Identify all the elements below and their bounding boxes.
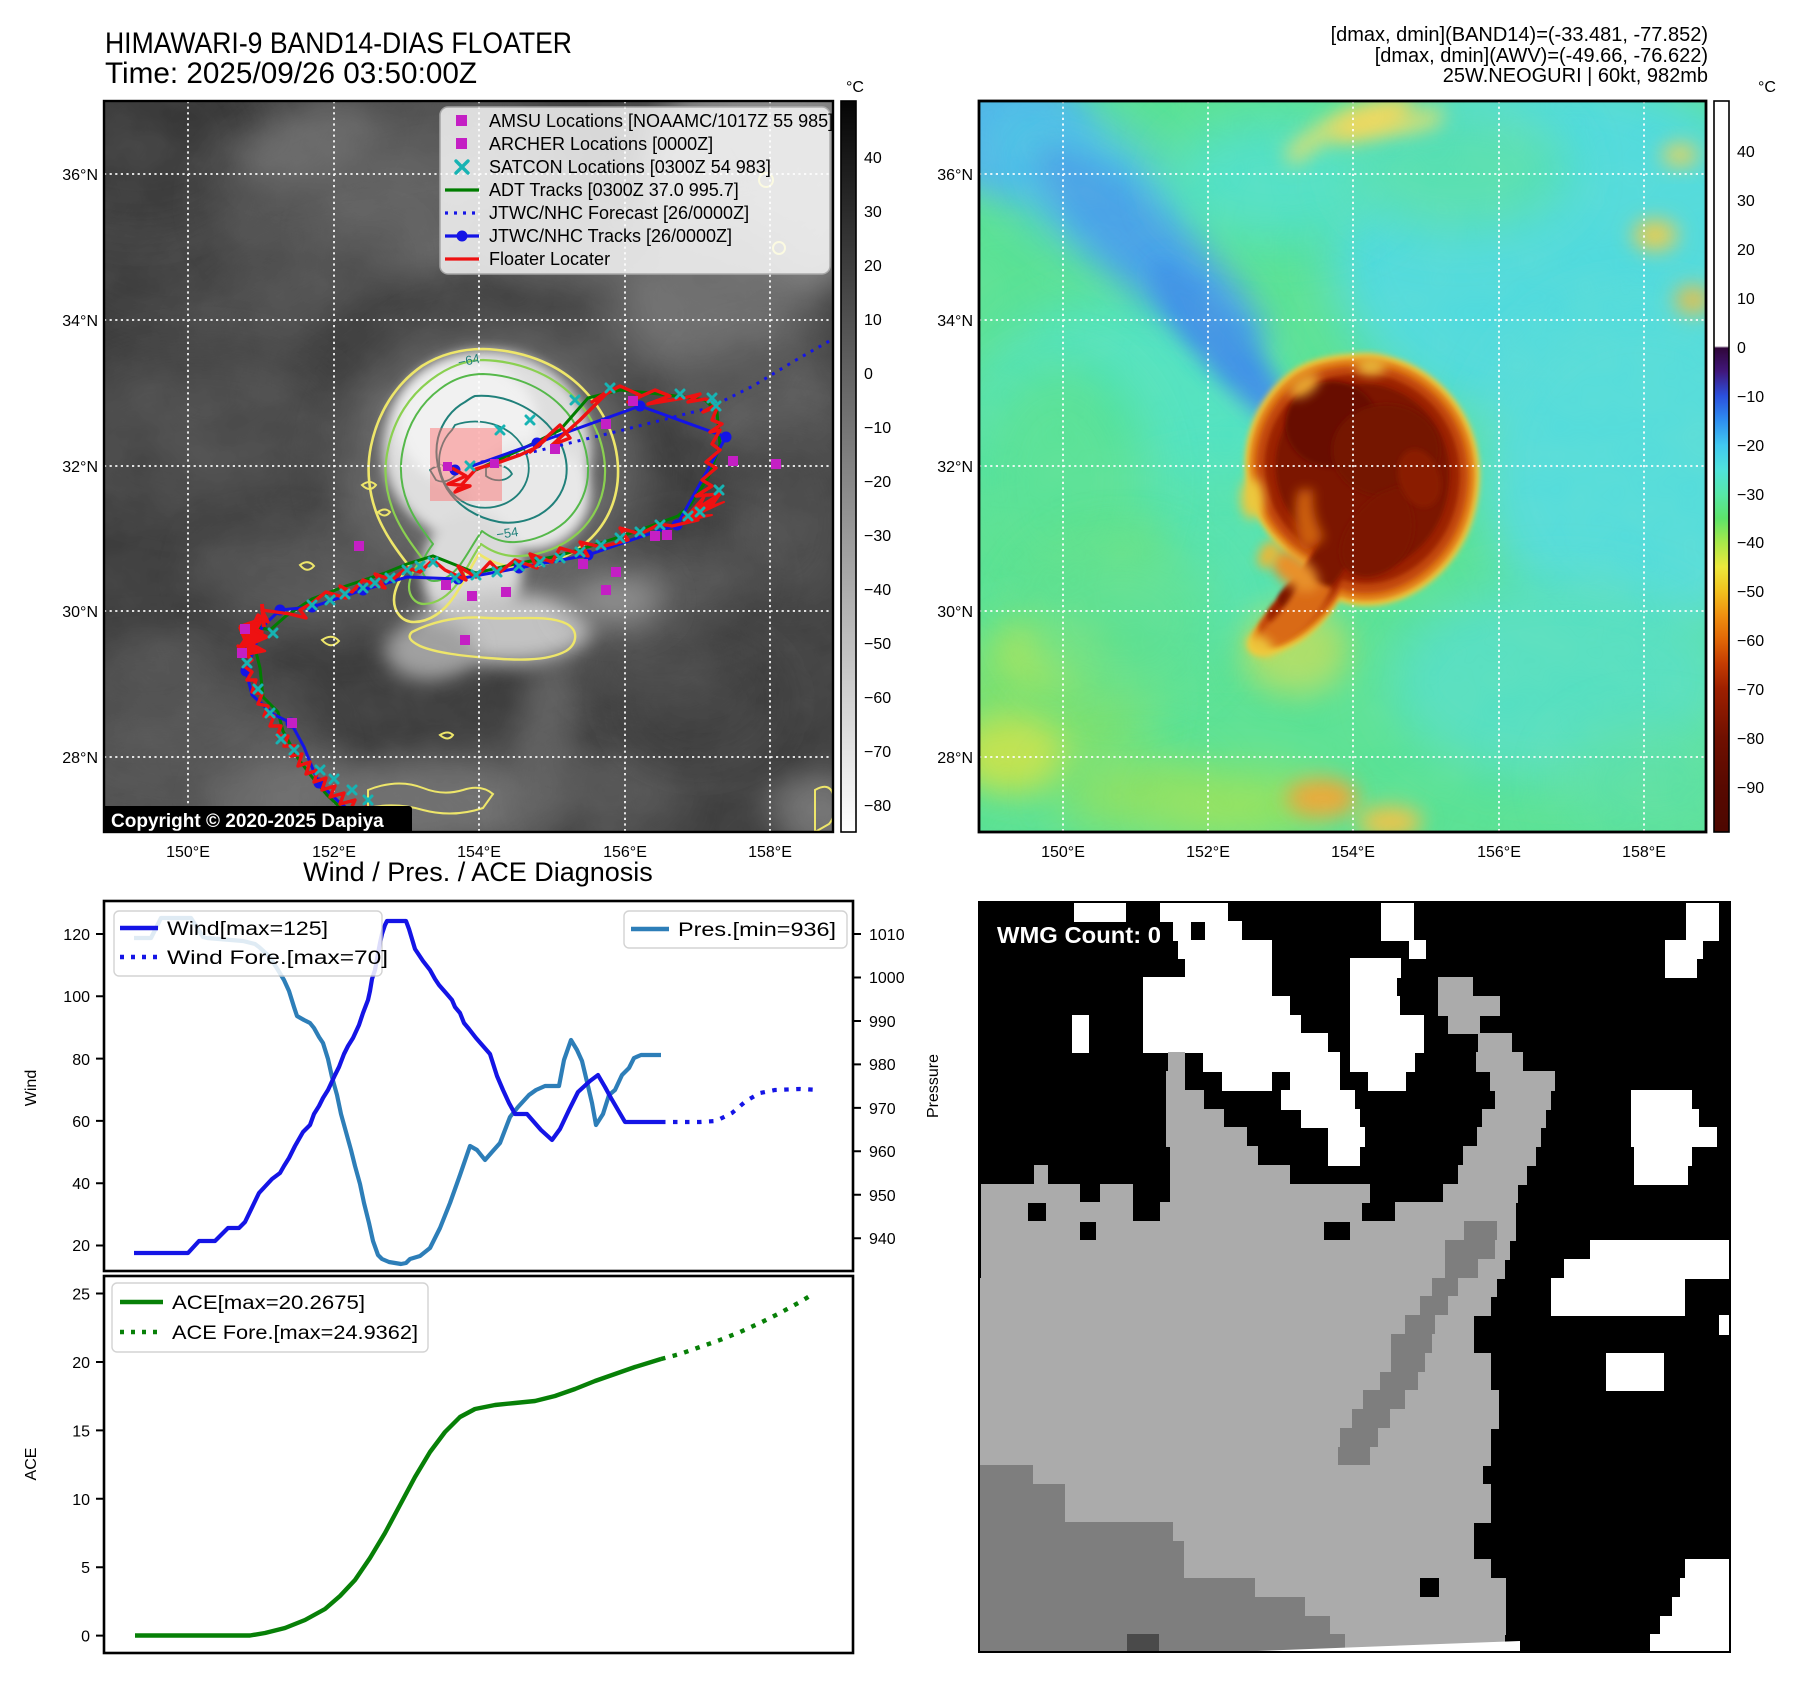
svg-text:1010: 1010: [869, 927, 905, 944]
svg-text:156°E: 156°E: [1477, 844, 1521, 861]
svg-text:15: 15: [72, 1423, 90, 1440]
svg-text:−20: −20: [1737, 438, 1764, 455]
svg-text:[dmax, dmin](AWV)=(-49.66, -76: [dmax, dmin](AWV)=(-49.66, -76.622): [1375, 45, 1708, 67]
svg-text:154°E: 154°E: [1331, 844, 1375, 861]
svg-text:40: 40: [864, 150, 882, 167]
svg-text:−70: −70: [1737, 682, 1764, 699]
svg-text:−90: −90: [1737, 780, 1764, 797]
svg-text:−70: −70: [864, 744, 891, 761]
svg-text:970: 970: [869, 1101, 896, 1118]
svg-text:−20: −20: [864, 474, 891, 491]
svg-text:−50: −50: [864, 636, 891, 653]
svg-text:ADT Tracks [0300Z 37.0 995.7]: ADT Tracks [0300Z 37.0 995.7]: [489, 180, 739, 200]
svg-text:34°N: 34°N: [62, 313, 98, 330]
svg-text:156°E: 156°E: [603, 844, 647, 861]
svg-text:Time: 2025/09/26 03:50:00Z: Time: 2025/09/26 03:50:00Z: [105, 57, 477, 90]
svg-text:°C: °C: [846, 79, 864, 96]
svg-text:10: 10: [72, 1492, 90, 1509]
svg-text:60: 60: [72, 1114, 90, 1131]
svg-text:30: 30: [864, 204, 882, 221]
svg-text:150°E: 150°E: [1041, 844, 1085, 861]
svg-text:34°N: 34°N: [937, 313, 973, 330]
svg-text:80: 80: [72, 1052, 90, 1069]
svg-text:158°E: 158°E: [748, 844, 792, 861]
svg-text:20: 20: [72, 1355, 90, 1372]
svg-text:−80: −80: [864, 798, 891, 815]
svg-text:950: 950: [869, 1188, 896, 1205]
svg-text:ACE[max=20.2675]: ACE[max=20.2675]: [172, 1293, 365, 1314]
svg-text:−80: −80: [1737, 731, 1764, 748]
svg-text:158°E: 158°E: [1622, 844, 1666, 861]
svg-text:−40: −40: [864, 582, 891, 599]
svg-text:Wind: Wind: [23, 1070, 40, 1106]
svg-text:Wind[max=125]: Wind[max=125]: [167, 919, 328, 940]
svg-text:−30: −30: [864, 528, 891, 545]
svg-text:10: 10: [1737, 291, 1755, 308]
svg-text:152°E: 152°E: [1186, 844, 1230, 861]
svg-text:150°E: 150°E: [166, 844, 210, 861]
svg-text:−60: −60: [864, 690, 891, 707]
svg-text:−10: −10: [864, 420, 891, 437]
svg-text:36°N: 36°N: [937, 167, 973, 184]
svg-text:HIMAWARI-9 BAND14-DIAS FLOATER: HIMAWARI-9 BAND14-DIAS FLOATER: [105, 27, 572, 60]
svg-text:−40: −40: [1737, 535, 1764, 552]
svg-text:Wind Fore.[max=70]: Wind Fore.[max=70]: [167, 948, 388, 969]
svg-text:AMSU Locations [NOAAMC/1017Z 5: AMSU Locations [NOAAMC/1017Z 55 985]: [489, 111, 833, 131]
svg-text:−64: −64: [457, 351, 482, 370]
svg-text:ACE Fore.[max=24.9362]: ACE Fore.[max=24.9362]: [172, 1323, 418, 1344]
svg-text:980: 980: [869, 1057, 896, 1074]
svg-text:28°N: 28°N: [937, 750, 973, 767]
svg-text:25W.NEOGURI | 60kt, 982mb: 25W.NEOGURI | 60kt, 982mb: [1443, 65, 1708, 87]
svg-text:−60: −60: [1737, 633, 1764, 650]
svg-text:990: 990: [869, 1014, 896, 1031]
svg-text:SATCON Locations [0300Z 54 983: SATCON Locations [0300Z 54 983]: [489, 157, 771, 177]
svg-text:ARCHER Locations [0000Z]: ARCHER Locations [0000Z]: [489, 134, 713, 154]
svg-text:154°E: 154°E: [457, 844, 501, 861]
svg-text:Floater Locater: Floater Locater: [489, 249, 610, 269]
svg-text:1000: 1000: [869, 970, 905, 987]
svg-text:30°N: 30°N: [937, 604, 973, 621]
svg-text:20: 20: [1737, 242, 1755, 259]
svg-text:100: 100: [63, 989, 90, 1006]
svg-text:20: 20: [72, 1238, 90, 1255]
svg-text:32°N: 32°N: [937, 459, 973, 476]
svg-text:−50: −50: [1737, 584, 1764, 601]
svg-text:10: 10: [864, 312, 882, 329]
svg-text:30°N: 30°N: [62, 604, 98, 621]
svg-text:36°N: 36°N: [62, 167, 98, 184]
svg-text:20: 20: [864, 258, 882, 275]
svg-text:JTWC/NHC Tracks [26/0000Z]: JTWC/NHC Tracks [26/0000Z]: [489, 226, 732, 246]
svg-text:Pres.[min=936]: Pres.[min=936]: [678, 920, 836, 941]
svg-text:Wind / Pres. / ACE Diagnosis: Wind / Pres. / ACE Diagnosis: [303, 857, 653, 887]
svg-text:0: 0: [81, 1629, 90, 1646]
svg-text:32°N: 32°N: [62, 459, 98, 476]
svg-text:°C: °C: [1758, 79, 1776, 96]
svg-text:152°E: 152°E: [312, 844, 356, 861]
svg-text:40: 40: [1737, 144, 1755, 161]
svg-text:120: 120: [63, 927, 90, 944]
svg-text:−30: −30: [1737, 487, 1764, 504]
svg-text:30: 30: [1737, 193, 1755, 210]
svg-text:−10: −10: [1737, 389, 1764, 406]
svg-text:JTWC/NHC Forecast [26/0000Z]: JTWC/NHC Forecast [26/0000Z]: [489, 203, 749, 223]
svg-text:Pressure: Pressure: [925, 1054, 942, 1118]
svg-text:0: 0: [1737, 340, 1746, 357]
svg-text:25: 25: [72, 1287, 90, 1304]
svg-text:960: 960: [869, 1144, 896, 1161]
svg-text:40: 40: [72, 1176, 90, 1193]
svg-text:Copyright © 2020-2025 Dapiya: Copyright © 2020-2025 Dapiya: [111, 811, 384, 832]
svg-text:0: 0: [864, 366, 873, 383]
svg-text:5: 5: [81, 1560, 90, 1577]
svg-text:WMG Count: 0: WMG Count: 0: [997, 922, 1161, 948]
svg-text:−54: −54: [495, 524, 519, 542]
svg-text:940: 940: [869, 1231, 896, 1248]
svg-text:28°N: 28°N: [62, 750, 98, 767]
svg-text:[dmax, dmin](BAND14)=(-33.481,: [dmax, dmin](BAND14)=(-33.481, -77.852): [1331, 24, 1708, 46]
svg-text:ACE: ACE: [23, 1448, 40, 1481]
